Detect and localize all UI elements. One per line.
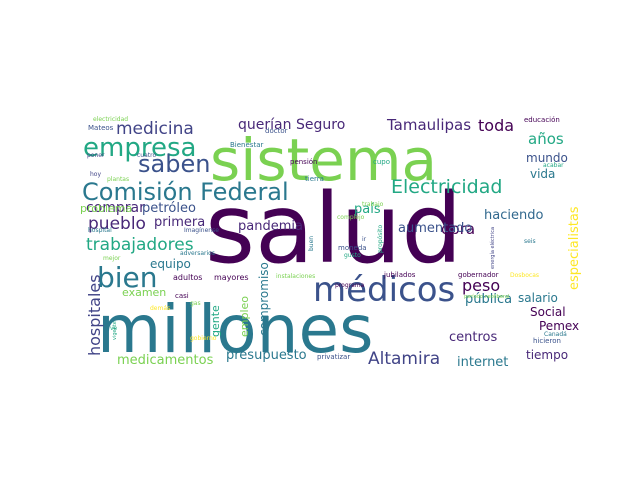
- word-millones: millones: [97, 291, 374, 368]
- word-cupo: cupo: [373, 158, 390, 166]
- word-problema: problema: [80, 202, 132, 215]
- word-saben: saben: [138, 150, 210, 178]
- word-presupuesto: presupuesto: [226, 348, 307, 363]
- word-salud: salud: [205, 173, 462, 285]
- word-ir: ir: [362, 236, 367, 243]
- word-gusto: gusto: [344, 252, 361, 259]
- word-primera: primera: [154, 215, 205, 230]
- word-pemex: Pemex: [539, 319, 579, 333]
- word-petroleo: petróleo: [142, 201, 196, 216]
- word-buen: buen: [308, 236, 315, 251]
- word-doctor: doctor: [265, 127, 288, 135]
- word-medicos: médicos: [313, 270, 455, 310]
- word-pais: país: [354, 202, 381, 217]
- word-bienestar: Bienestar: [230, 141, 263, 149]
- word-social: Social: [530, 305, 566, 319]
- word-altamira: Altamira: [368, 349, 440, 369]
- word-hospitales: hospitales: [85, 274, 104, 356]
- word-moneda: moneda: [338, 244, 367, 252]
- word-complejo: complejo: [337, 214, 365, 221]
- word-hospital: hospital: [88, 227, 112, 234]
- word-trabajo: trabajo: [362, 201, 384, 208]
- word-trabajadores: trabajadores: [86, 235, 194, 255]
- word-instalaciones: instalaciones: [276, 273, 315, 280]
- word-canada: Canadá: [544, 331, 567, 338]
- word-tierra: tierra: [305, 175, 324, 183]
- word-programa: programa: [335, 282, 365, 289]
- word-querian: querían: [238, 117, 291, 133]
- word-adultos: adultos: [173, 273, 202, 282]
- word-internet: internet: [457, 355, 508, 370]
- word-electricidad: electricidad: [93, 116, 128, 123]
- word-medicamentos: medicamentos: [117, 353, 214, 368]
- word-hoy: hoy: [90, 171, 101, 178]
- word-bien: bien: [97, 261, 158, 294]
- word-adversarios: adversarios: [180, 250, 215, 257]
- word-seis: seis: [524, 238, 536, 245]
- word-comprar: comprar: [86, 200, 145, 216]
- word-toda: toda: [478, 116, 514, 135]
- word-cuatro: cuatro: [137, 152, 156, 159]
- word-proposito: propósito: [377, 225, 384, 253]
- word-equipo: equipo: [150, 257, 191, 271]
- word-privatizar: privatizar: [317, 353, 350, 361]
- word-electricidad: Electricidad: [391, 176, 502, 198]
- word-pueblo: pueblo: [88, 214, 146, 234]
- word-examen: examen: [122, 286, 166, 299]
- word-publica: pública: [465, 292, 512, 307]
- word-mundo: mundo: [526, 151, 568, 165]
- word-mejor: mejor: [103, 255, 121, 262]
- word-comision-federal: Comisión Federal: [82, 178, 289, 206]
- word-ve: ve: [110, 325, 118, 332]
- word-hicieron: hicieron: [533, 337, 561, 345]
- word-poner: poner: [87, 152, 105, 159]
- word-empresa: empresa: [83, 133, 196, 163]
- word-gobierno: gobierno: [190, 335, 217, 342]
- word-vigente: vigente: [112, 321, 118, 340]
- word-haciendo: haciendo: [484, 208, 543, 223]
- word-educacion: educación: [524, 116, 560, 124]
- word-dosbocas: Dosbocas: [510, 272, 539, 279]
- word-periodo-neoliberal: período neoliberal: [464, 293, 509, 300]
- word-gas: gas: [190, 300, 201, 307]
- word-mateos: Mateos: [88, 124, 114, 132]
- word-jubilados: jubilados: [383, 271, 416, 279]
- word-gobernador: gobernador: [458, 271, 499, 279]
- word-plantas: plantas: [107, 176, 129, 183]
- word-especialistas: especialistas: [567, 206, 582, 290]
- word-pandemia: pandemia: [238, 219, 303, 234]
- word-compromiso: compromiso: [257, 262, 271, 336]
- word-vida: vida: [530, 167, 555, 181]
- word-centros: centros: [449, 330, 497, 345]
- word-sistema: sistema: [210, 126, 437, 194]
- word-imaginense: Imagínense: [184, 227, 219, 234]
- word-seguro: Seguro: [296, 117, 345, 133]
- word-obra: obra: [441, 220, 475, 238]
- word-aumentado: aumentado: [398, 221, 472, 236]
- word-casi: casi: [175, 292, 189, 300]
- word-mayores: mayores: [214, 273, 249, 282]
- word-peso: peso: [462, 276, 500, 295]
- word-salario: salario: [518, 291, 558, 305]
- word-gente: gente: [209, 305, 222, 337]
- word-tiempo: tiempo: [526, 348, 568, 362]
- word-energia-electrica: energía eléctrica: [489, 227, 496, 269]
- word-pension: pensión: [290, 158, 318, 166]
- word-empleo: empleo: [238, 296, 251, 337]
- word-tamaulipas: Tamaulipas: [386, 116, 471, 134]
- word-anos: años: [528, 130, 564, 148]
- word-medicina: medicina: [116, 119, 194, 139]
- word-acabar: acabar: [543, 162, 564, 169]
- word-demas: demás: [150, 305, 170, 312]
